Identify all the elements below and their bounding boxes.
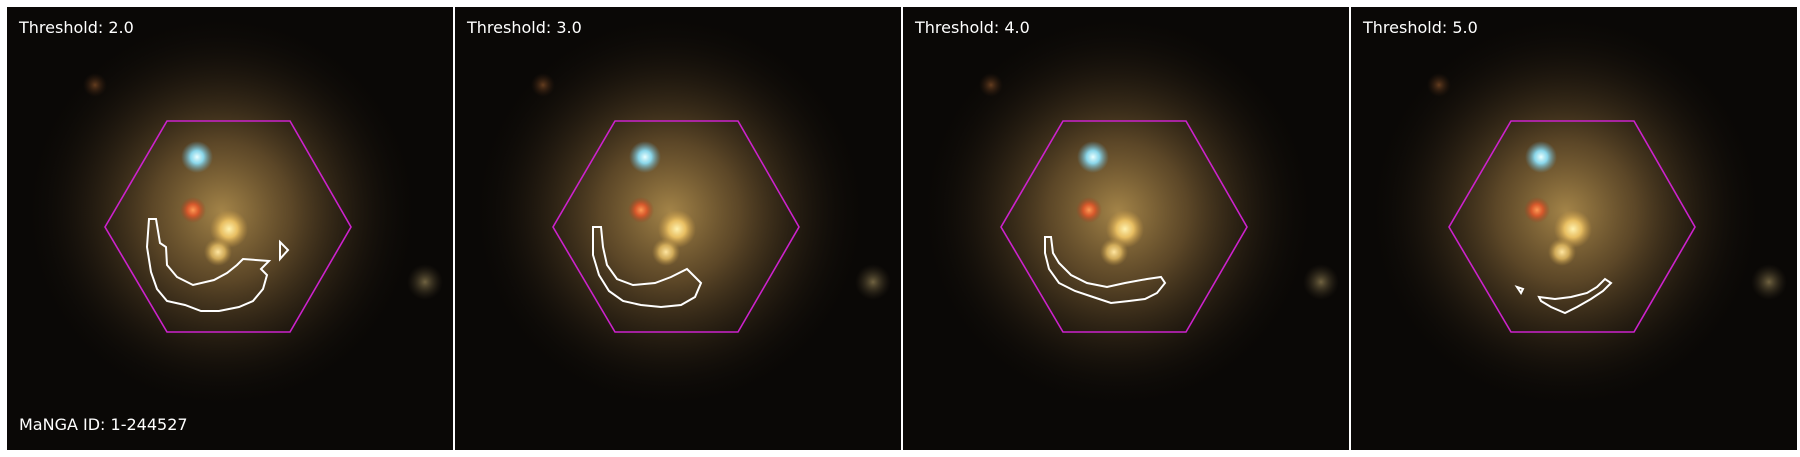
contour-outline (1044, 236, 1167, 305)
contour-outline-small (1514, 285, 1525, 295)
panel-threshold-5: Threshold: 5.0 (1351, 7, 1797, 450)
contour-outline (1537, 277, 1613, 315)
panel-threshold-2: Threshold: 2.0 MaNGA ID: 1-244527 (7, 7, 453, 450)
ifu-hexagon (104, 120, 352, 333)
contour-outline (145, 218, 272, 312)
contour-outline-small (279, 239, 290, 262)
panel-threshold-4: Threshold: 4.0 (903, 7, 1349, 450)
galaxy-image (903, 7, 1349, 450)
galaxy-image (455, 7, 901, 450)
contour-outline (592, 226, 703, 309)
galaxy-image (1351, 7, 1797, 450)
ifu-hexagon (1448, 120, 1696, 333)
ifu-hexagon (552, 120, 800, 333)
galaxy-image (7, 7, 453, 450)
panel-threshold-3: Threshold: 3.0 (455, 7, 901, 450)
ifu-hexagon (1000, 120, 1248, 333)
